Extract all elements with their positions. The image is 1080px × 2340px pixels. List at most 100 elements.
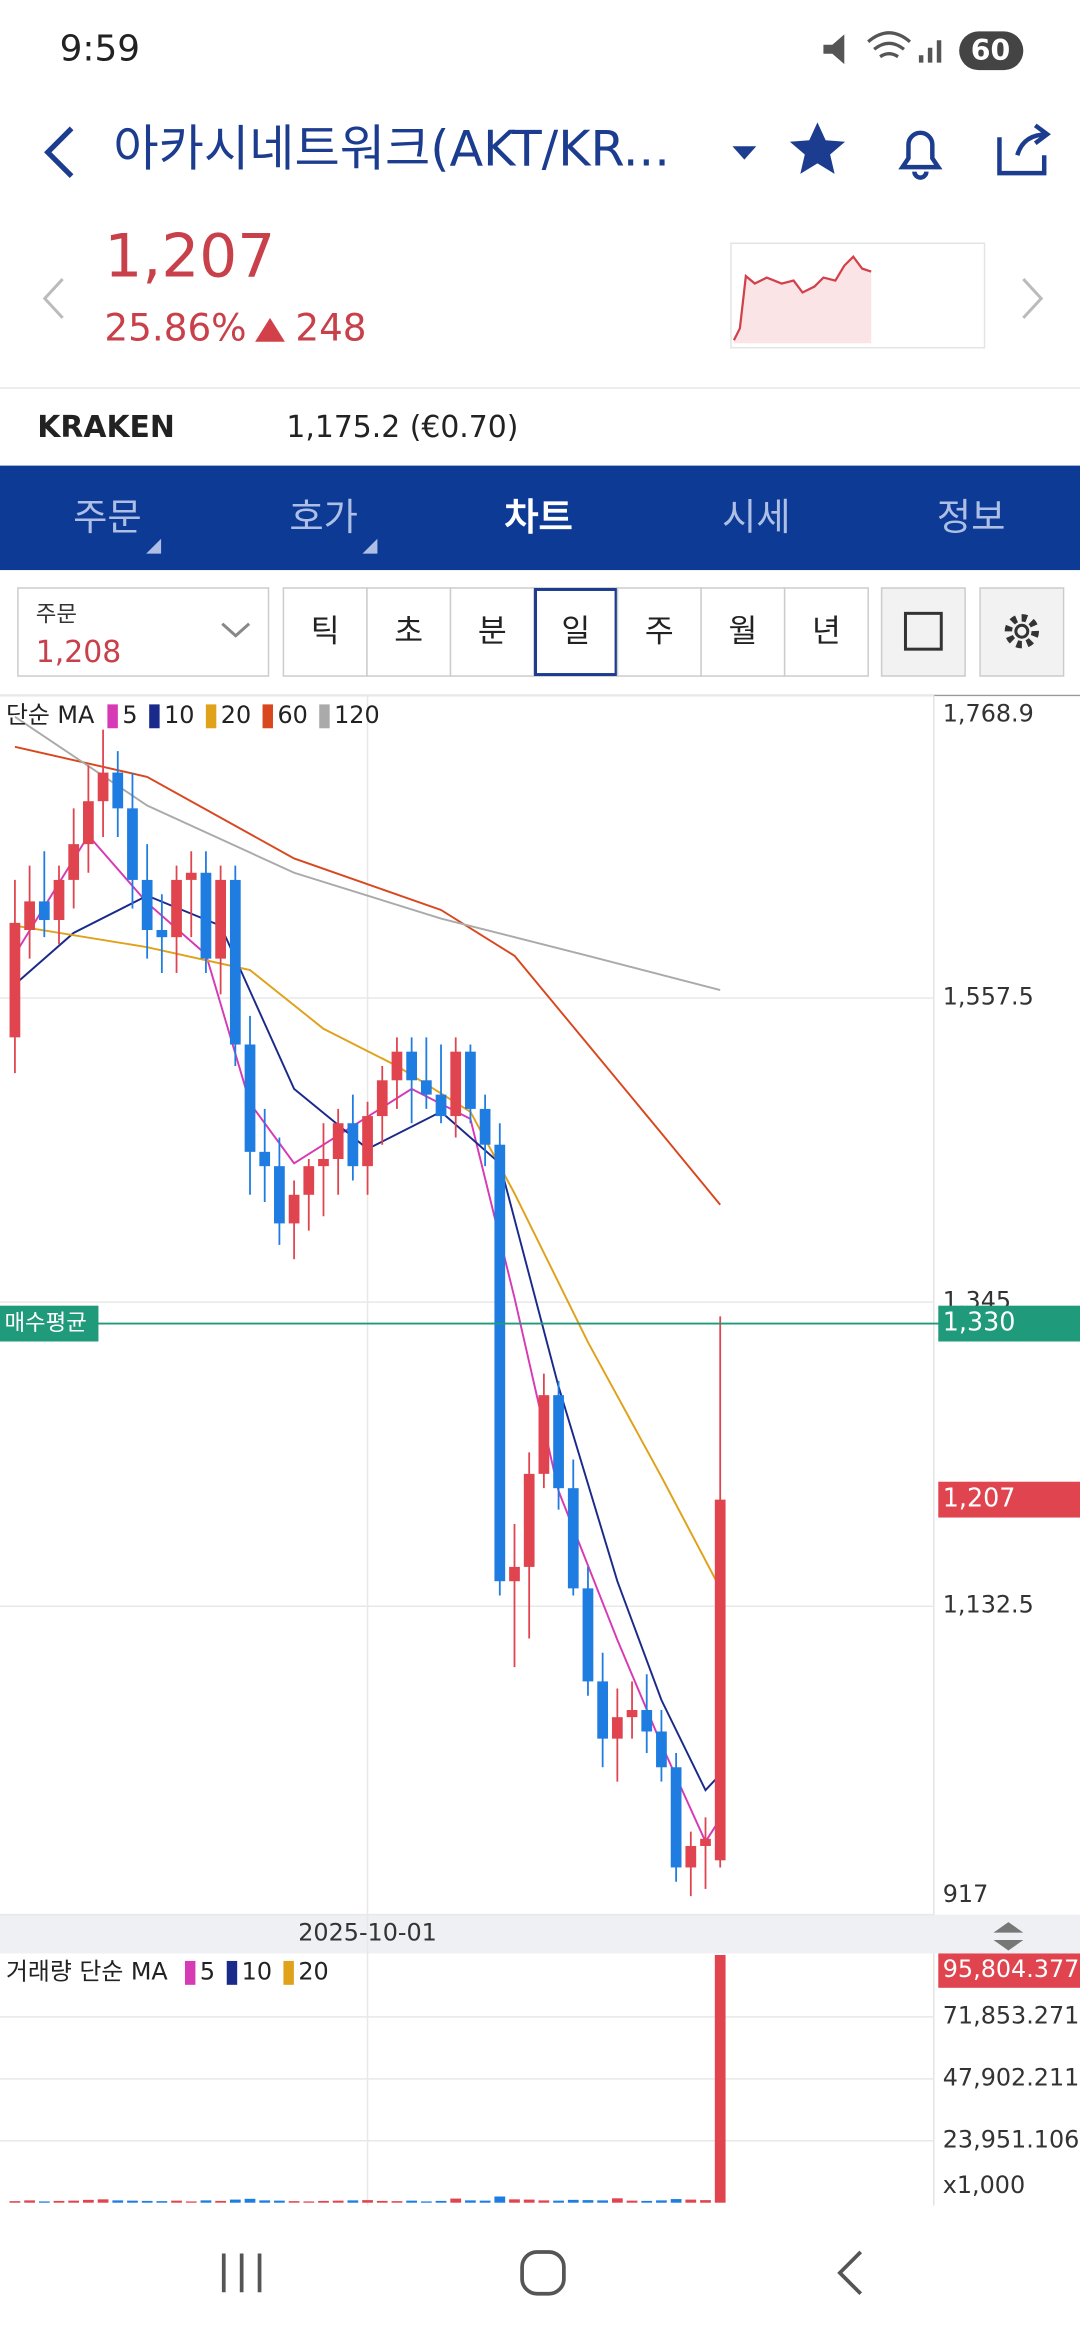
volume-bar — [171, 2200, 182, 2203]
candle-body — [274, 1166, 285, 1224]
candle-body — [670, 1767, 682, 1868]
volume-bar — [420, 2201, 432, 2203]
signal-icon — [918, 40, 942, 63]
legend-label: 60 — [277, 701, 307, 729]
exchange-price: 1,175.2 (€0.70) — [286, 410, 518, 445]
period-button[interactable] — [700, 587, 786, 677]
volume-bar — [83, 2199, 94, 2203]
candle-body — [567, 1488, 579, 1589]
volume-bar — [274, 2200, 285, 2203]
order-dropdown — [221, 622, 251, 638]
volume-bar — [700, 2200, 711, 2203]
battery — [959, 31, 1024, 71]
volume-bar — [97, 2199, 109, 2203]
legend-swatch — [262, 704, 273, 729]
volume-bar — [582, 2200, 594, 2203]
legend-swatch — [107, 704, 118, 729]
legend-swatch — [149, 704, 160, 729]
volume-bar — [538, 2200, 550, 2203]
tab[interactable]: 시세 — [722, 495, 791, 539]
volume-bar — [200, 2200, 212, 2203]
volume-bar — [244, 2198, 256, 2203]
volume-bar — [714, 1954, 726, 2203]
volume-bar — [9, 2201, 21, 2203]
current-price: 1,207 — [104, 222, 275, 291]
nav-home[interactable] — [520, 2250, 566, 2296]
candle-body — [362, 1116, 373, 1167]
average-label-box — [0, 1305, 99, 1342]
candle-body — [714, 1499, 726, 1861]
prev-coin[interactable] — [42, 278, 64, 319]
period-label: 분 — [478, 614, 507, 650]
current-price-box — [938, 1481, 1080, 1518]
volume-bar — [567, 2199, 579, 2203]
change-percent: 25.86% — [104, 305, 246, 349]
period-button[interactable] — [449, 587, 535, 677]
volume-bar — [597, 2200, 609, 2203]
ma-legend-title: 단순 MA — [6, 701, 95, 729]
order-box[interactable] — [17, 587, 270, 677]
period-label: 월 — [728, 614, 757, 650]
draw-button[interactable] — [880, 587, 966, 677]
y-tick-label: 917 — [943, 1880, 989, 1908]
volume-bar — [141, 2200, 153, 2203]
favorite-star[interactable] — [789, 122, 846, 174]
next-coin[interactable] — [1022, 278, 1044, 319]
volume-bar — [611, 2198, 623, 2203]
candle-body — [435, 1094, 447, 1117]
volume-bar — [523, 2199, 535, 2203]
candle-body — [127, 808, 138, 880]
volume-bar — [641, 2200, 653, 2203]
candle-body — [685, 1845, 697, 1868]
back-button[interactable] — [44, 126, 74, 178]
volume-bar — [156, 2201, 168, 2203]
candle-body — [303, 1166, 315, 1195]
candle-body — [479, 1108, 491, 1145]
tab[interactable]: 차트 — [504, 495, 573, 539]
candle-body — [171, 879, 182, 938]
nav-back[interactable] — [837, 2250, 863, 2296]
period-button[interactable] — [783, 587, 869, 677]
ma-line — [14, 745, 721, 1206]
volume-bar — [376, 2200, 388, 2203]
candle-body — [38, 901, 50, 920]
volume-bar — [127, 2200, 138, 2203]
legend-label: 10 — [242, 1957, 272, 1985]
status-icons — [823, 31, 942, 65]
settings-button[interactable] — [979, 587, 1065, 677]
period-button[interactable] — [282, 587, 368, 677]
volume-bar — [479, 2200, 491, 2203]
volume-bar — [259, 2200, 271, 2203]
volume-bar — [185, 2201, 197, 2203]
candle-body — [450, 1051, 462, 1117]
candle-body — [24, 901, 35, 931]
period-button[interactable] — [366, 587, 452, 677]
nav-recent[interactable] — [221, 2253, 262, 2293]
period-label: 초 — [394, 614, 423, 650]
volume-bar — [112, 2200, 124, 2203]
panel-resize[interactable] — [993, 1922, 1024, 1951]
candle-body — [156, 930, 168, 938]
wifi-icon — [867, 31, 912, 59]
candle-body — [53, 879, 65, 920]
legend-label: 20 — [298, 1957, 328, 1985]
candle-body — [553, 1395, 564, 1489]
order-label: 주문 — [36, 601, 77, 627]
candle-body — [391, 1051, 403, 1081]
volume-bar — [332, 2200, 344, 2203]
legend-label: 5 — [122, 701, 137, 729]
change-amount: 248 — [295, 305, 366, 349]
volume-bar — [465, 2200, 476, 2203]
tab[interactable]: 정보 — [937, 495, 1006, 539]
share-button[interactable] — [997, 123, 1051, 176]
tab[interactable]: 호가 — [289, 495, 358, 539]
nav-bar — [0, 2205, 1080, 2340]
period-active — [534, 587, 618, 677]
volume-bar — [509, 2199, 520, 2203]
volume-bar — [53, 2200, 65, 2203]
alert-bell[interactable] — [898, 130, 943, 180]
tab[interactable]: 주문 — [73, 495, 142, 539]
title-dropdown[interactable] — [732, 146, 757, 160]
period-button[interactable] — [616, 587, 702, 677]
volume-legend-title: 거래량 단순 MA — [6, 1957, 168, 1985]
